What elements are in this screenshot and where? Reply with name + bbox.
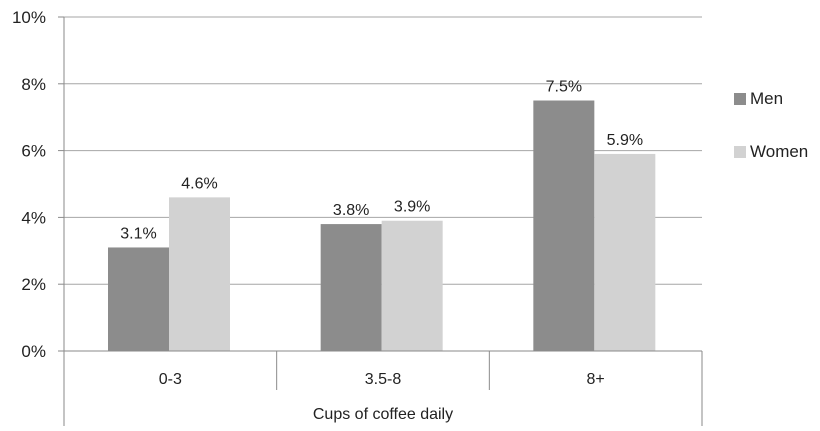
data-label: 7.5%	[546, 79, 582, 96]
legend-label-women: Women	[750, 142, 808, 161]
axes	[58, 16, 703, 426]
y-tick-label: 8%	[21, 75, 46, 94]
y-tick-label: 6%	[21, 142, 46, 161]
bar-men-2	[533, 100, 595, 351]
category-label: 3.5-8	[365, 371, 402, 388]
data-labels: 3.1% 4.6% 3.8% 3.9% 7.5% 5.9%	[120, 79, 643, 243]
bar-women-0	[169, 197, 230, 351]
y-tick-label: 4%	[21, 208, 46, 227]
bar-women-1	[381, 220, 443, 351]
bar-women-2	[594, 153, 656, 351]
legend: Men Women	[734, 89, 808, 161]
y-tick-label: 2%	[21, 275, 46, 294]
bar-men-0	[108, 247, 169, 351]
data-label: 3.9%	[394, 199, 430, 216]
y-axis-tick-labels: 0% 2% 4% 6% 8% 10%	[12, 8, 46, 361]
category-label: 0-3	[159, 371, 182, 388]
category-label: 8+	[587, 371, 605, 388]
data-label: 3.8%	[333, 202, 369, 219]
data-label: 5.9%	[607, 132, 643, 149]
y-tick-label: 0%	[21, 342, 46, 361]
legend-label-men: Men	[750, 89, 783, 108]
bar-men-1	[320, 224, 382, 351]
x-axis-category-labels: 0-3 3.5-8 8+	[159, 371, 605, 388]
legend-swatch-men	[734, 93, 746, 105]
data-label: 4.6%	[181, 175, 217, 192]
data-label: 3.1%	[120, 225, 156, 242]
x-axis-title: Cups of coffee daily	[313, 406, 453, 423]
legend-swatch-women	[734, 146, 746, 158]
y-tick-label: 10%	[12, 8, 46, 27]
bars	[108, 100, 656, 351]
